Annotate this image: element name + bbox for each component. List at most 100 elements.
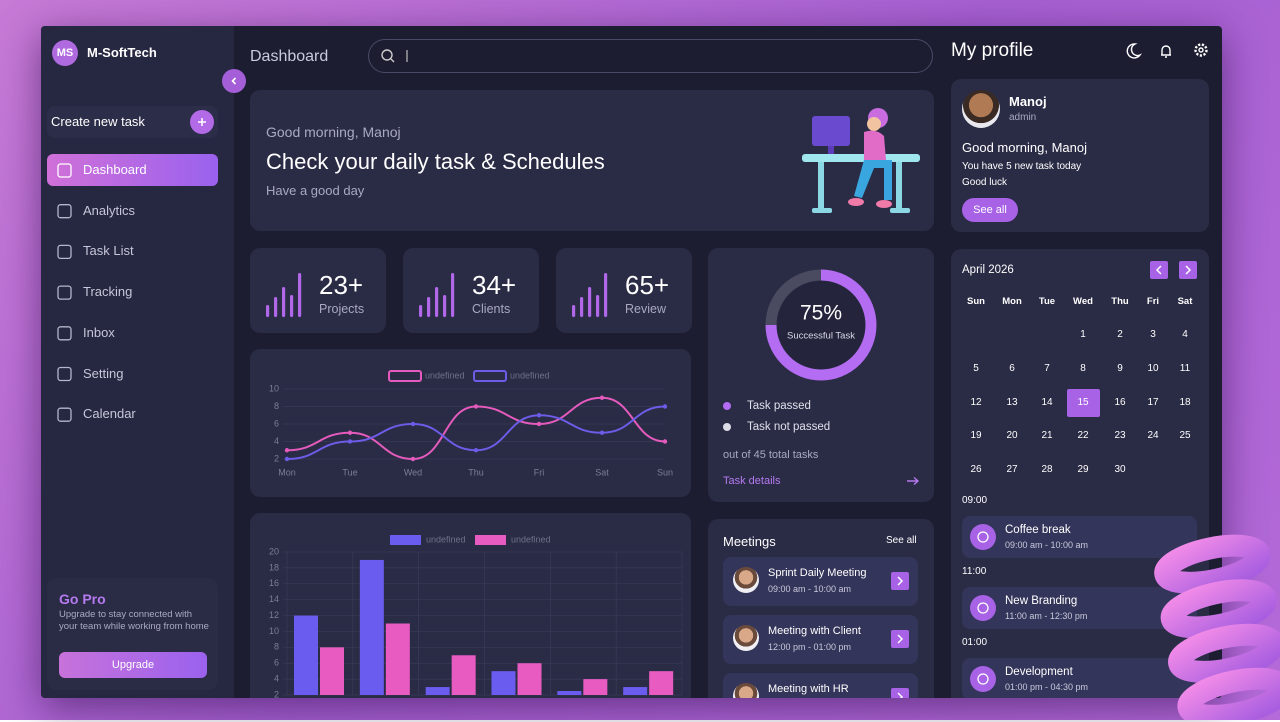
- meeting-avatar: [733, 625, 759, 651]
- hero-illustration: [802, 108, 920, 213]
- nav-item[interactable]: Calendar: [83, 406, 136, 422]
- weekday: Fri: [1146, 296, 1160, 307]
- calendar-day[interactable]: 17: [1147, 396, 1159, 408]
- brand-logo: MS: [52, 40, 78, 66]
- add-button[interactable]: [190, 110, 214, 134]
- weekday: Mon: [1002, 296, 1022, 307]
- schedule-item[interactable]: [962, 658, 1197, 698]
- calendar-day[interactable]: 1: [1080, 329, 1086, 340]
- profile-greeting: Good morning, Manoj: [962, 140, 1088, 155]
- arrow-icon: [907, 476, 920, 486]
- calendar-day[interactable]: 12: [970, 396, 982, 408]
- calendar-selected: [1067, 388, 1100, 417]
- calendar-day[interactable]: 15: [1077, 396, 1089, 408]
- weekday: Sun: [967, 296, 985, 307]
- calendar-day[interactable]: 9: [1117, 362, 1123, 374]
- collapse-button[interactable]: [222, 69, 246, 93]
- nav-item[interactable]: Task List: [83, 243, 134, 259]
- calendar-day[interactable]: 2: [1117, 329, 1123, 340]
- calendar-day[interactable]: 27: [1006, 464, 1018, 476]
- search-icon: [381, 49, 408, 63]
- calendar-day[interactable]: 21: [1041, 430, 1053, 442]
- calendar-day[interactable]: 3: [1150, 329, 1156, 340]
- meetings-title: Meetings: [723, 534, 776, 549]
- brand-name: M-SoftTech: [87, 45, 157, 60]
- calendar-day[interactable]: 24: [1147, 430, 1159, 442]
- schedule-span: 09:00 am - 10:00 am: [1005, 540, 1089, 550]
- calendar-day[interactable]: 5: [973, 362, 979, 374]
- profile-title: My profile: [951, 40, 1034, 61]
- schedule-title: Coffee break: [1005, 524, 1071, 536]
- stat-card: [556, 248, 692, 333]
- nav-item[interactable]: Inbox: [83, 324, 115, 340]
- profile-role: admin: [1009, 112, 1037, 123]
- search-box[interactable]: [368, 39, 933, 73]
- task-details-link[interactable]: Task details: [723, 475, 781, 487]
- schedule-span: 01:00 pm - 04:30 pm: [1005, 682, 1089, 692]
- calendar-day[interactable]: 30: [1114, 464, 1126, 476]
- profile-avatar: [962, 90, 1000, 128]
- create-task-label: Create new task: [51, 114, 145, 129]
- page-title: Dashboard: [250, 48, 329, 65]
- nav-item[interactable]: Tracking: [83, 284, 133, 300]
- create-task[interactable]: [47, 106, 218, 138]
- line-chart-card: [250, 349, 691, 497]
- calendar-day[interactable]: 25: [1179, 430, 1191, 442]
- hero-headline: Check your daily task & Schedules: [266, 149, 605, 174]
- weekday: Tue: [1038, 296, 1056, 307]
- schedule-time: 11:00: [962, 566, 987, 577]
- calendar-day[interactable]: 26: [970, 464, 982, 476]
- nav-item[interactable]: Dashboard: [83, 162, 147, 177]
- stat-value: 34+: [472, 270, 517, 300]
- calendar-day[interactable]: 6: [1009, 362, 1015, 374]
- task-total: out of 45 total tasks: [723, 449, 819, 461]
- meetings-see-all[interactable]: See all: [886, 535, 917, 546]
- nav-active-bg: [47, 154, 218, 186]
- calendar-day[interactable]: 8: [1080, 362, 1086, 374]
- schedule-span: 11:00 am - 12:30 pm: [1005, 611, 1088, 621]
- stat-label: Projects: [319, 302, 365, 316]
- calendar-day[interactable]: 22: [1077, 430, 1089, 442]
- task-card: [708, 248, 934, 502]
- schedule-time: 01:00: [962, 637, 988, 648]
- meeting-avatar: [733, 683, 759, 698]
- calendar-day[interactable]: 20: [1006, 430, 1018, 442]
- profile-wish: Good luck: [962, 177, 1008, 188]
- meeting-time: 09:00 am - 10:00 am: [768, 584, 852, 594]
- stat-value: 23+: [319, 270, 364, 300]
- go-pro-text: Upgrade to stay connected with your team…: [59, 609, 209, 632]
- calendar-day[interactable]: 23: [1114, 430, 1126, 442]
- meeting-title: Meeting with Client: [768, 625, 861, 637]
- calendar-day[interactable]: 11: [1179, 362, 1191, 374]
- profile-name: Manoj: [1009, 94, 1047, 109]
- calendar-day[interactable]: 13: [1006, 396, 1018, 408]
- schedule-time: 09:00: [962, 495, 988, 506]
- schedule-item[interactable]: [962, 516, 1197, 558]
- top-icons[interactable]: [1120, 40, 1215, 60]
- schedule-title: New Branding: [1005, 595, 1078, 607]
- calendar-day[interactable]: 14: [1041, 396, 1053, 408]
- meeting-title: Meeting with HR: [768, 683, 849, 695]
- calendar-day[interactable]: 29: [1077, 464, 1089, 476]
- decoration-spiral: [1154, 534, 1280, 720]
- calendar-day[interactable]: 28: [1041, 464, 1053, 476]
- schedule-title: Development: [1005, 666, 1073, 678]
- stat-value: 65+: [625, 270, 670, 300]
- stat-label: Clients: [472, 302, 511, 316]
- calendar-day[interactable]: 10: [1147, 362, 1159, 374]
- nav-item[interactable]: Setting: [83, 365, 124, 381]
- calendar-nav[interactable]: [1150, 261, 1198, 279]
- schedule-item[interactable]: [962, 587, 1197, 629]
- profile-see-all[interactable]: See all: [962, 198, 1018, 222]
- nav-item[interactable]: Analytics: [83, 202, 136, 218]
- calendar-day[interactable]: 7: [1044, 362, 1050, 374]
- calendar-day[interactable]: 4: [1182, 329, 1188, 340]
- calendar-day[interactable]: 16: [1114, 396, 1126, 408]
- weekday: Sat: [1177, 296, 1193, 307]
- calendar-day[interactable]: 18: [1179, 396, 1191, 408]
- bar-chart-card: [250, 513, 691, 698]
- weekday: Thu: [1111, 296, 1129, 307]
- upgrade-button[interactable]: Upgrade: [59, 652, 207, 678]
- calendar-day[interactable]: 19: [970, 430, 982, 442]
